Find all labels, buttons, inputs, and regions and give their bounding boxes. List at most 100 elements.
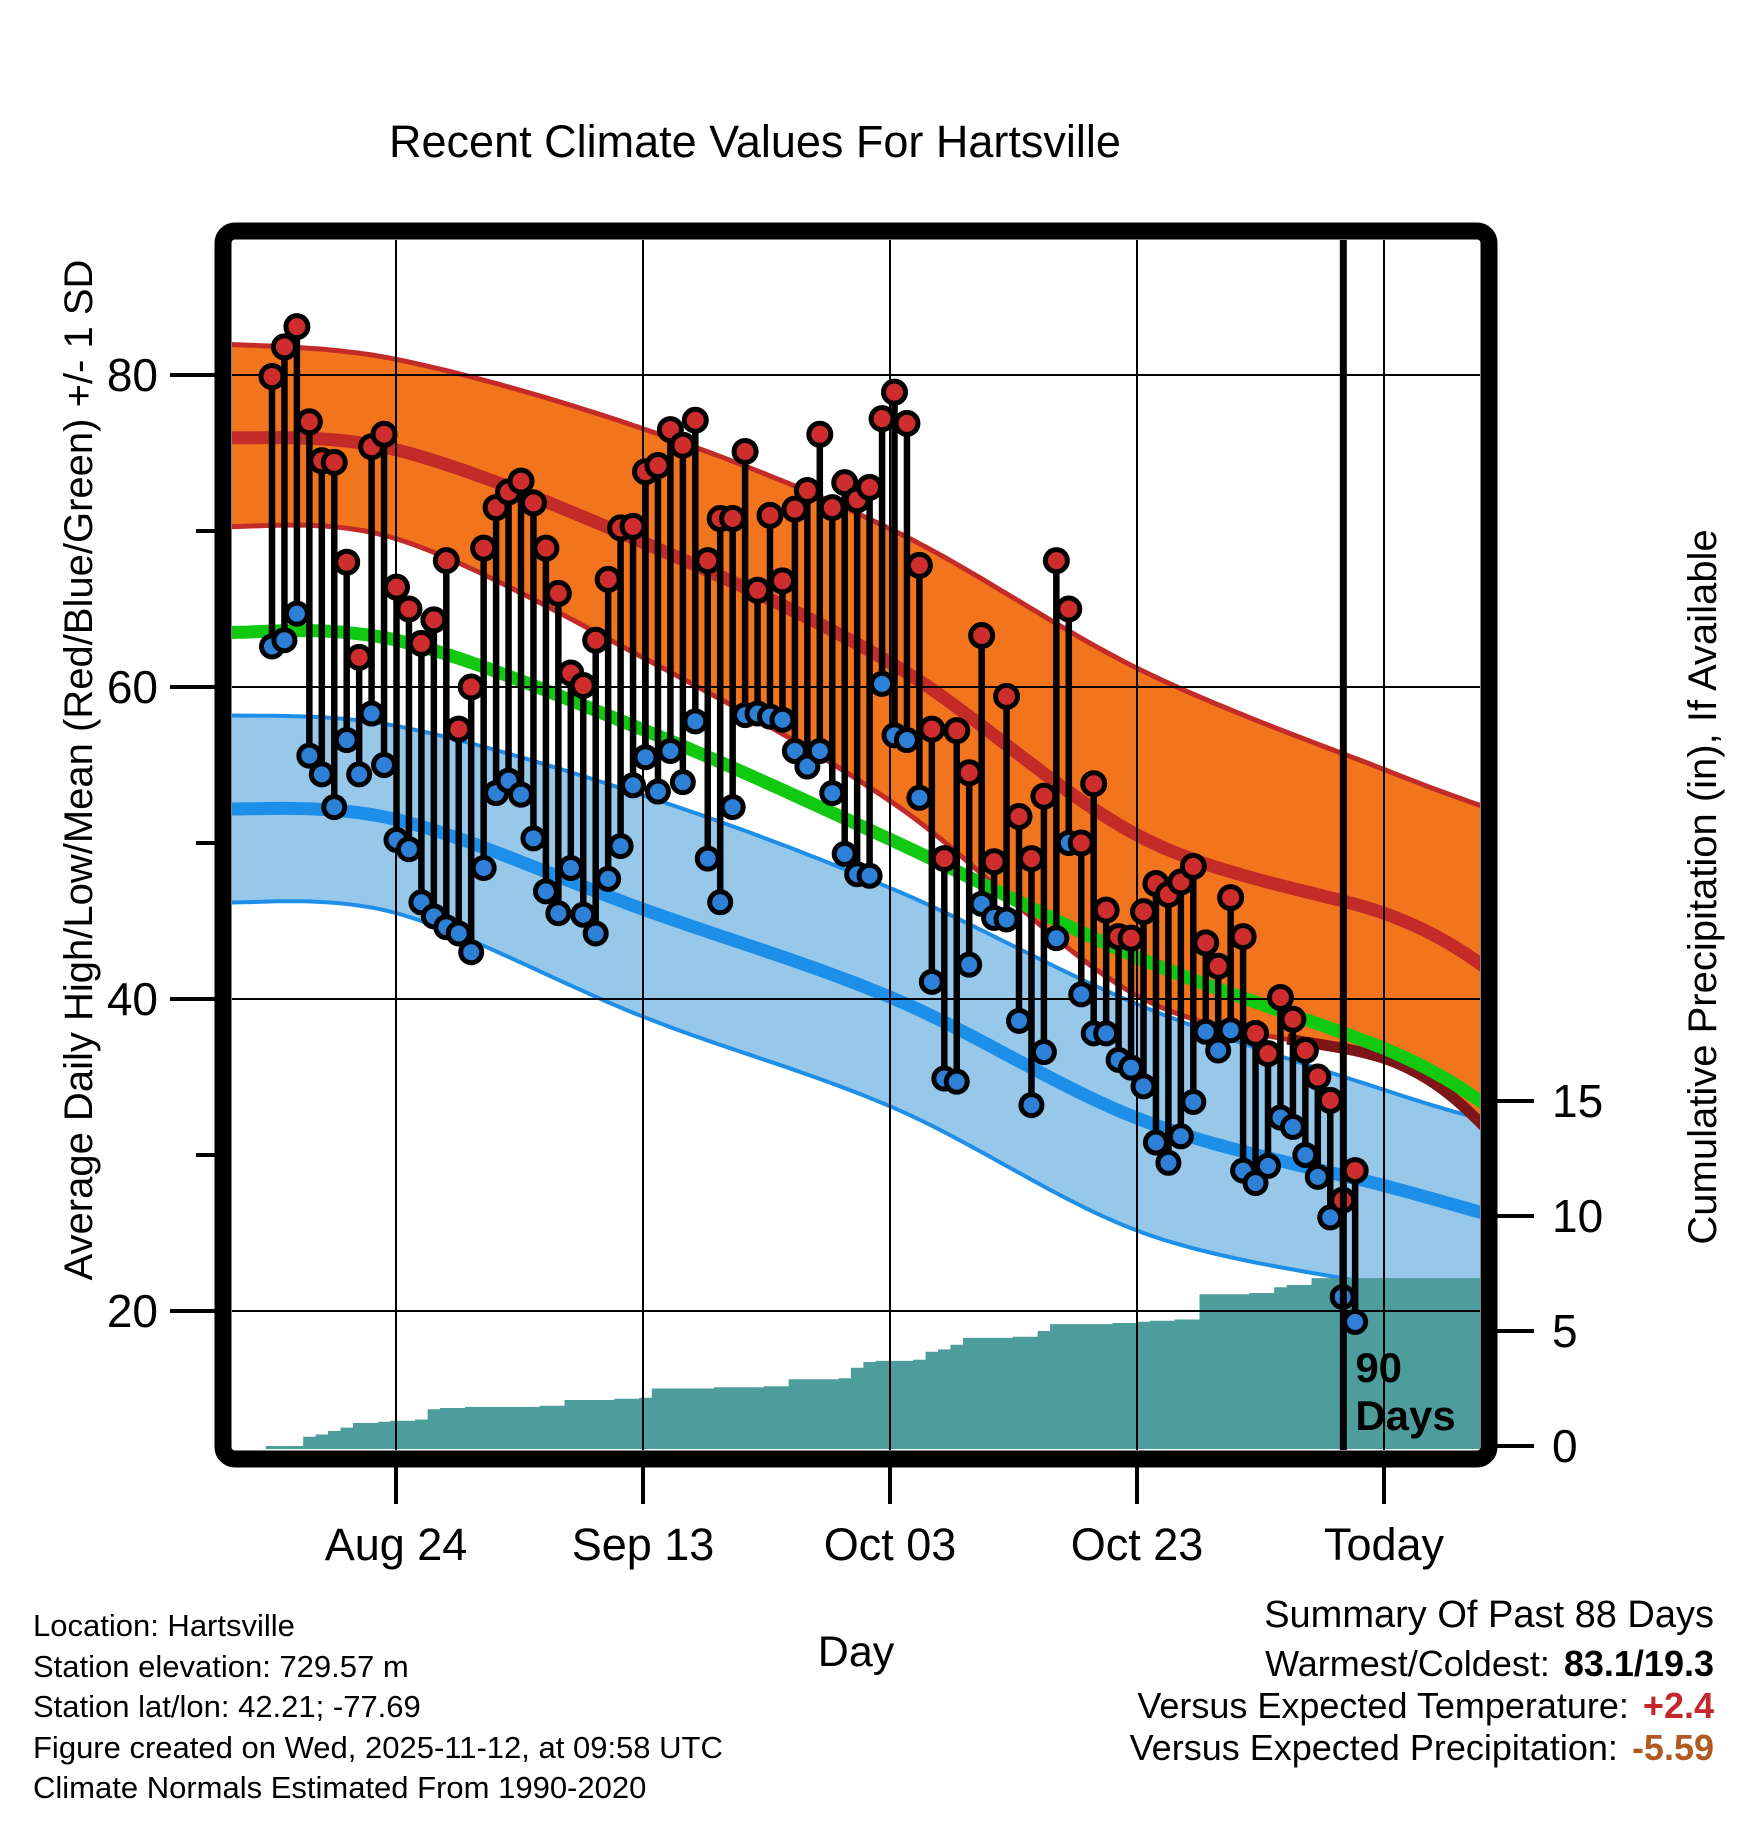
high-dot (856, 473, 884, 501)
low-dot (333, 727, 360, 754)
climate-normals-note: Climate Normals Estimated From 1990-2020 (33, 1770, 647, 1805)
cumulative-precip-area (265, 1278, 1480, 1449)
high-dot (1316, 1086, 1344, 1114)
low-dot (769, 706, 796, 733)
y-right-tick-label: 15 (1552, 1075, 1603, 1127)
summary-row-vs-precipitation: Versus Expected Precipitation: -5.59 (1130, 1727, 1714, 1769)
high-dot (731, 437, 759, 465)
low-dot (632, 744, 659, 771)
summary-label: Warmest/Coldest: (1265, 1643, 1550, 1684)
axis-ticks (170, 373, 1534, 1504)
low-dot (470, 854, 497, 881)
high-dot (1304, 1063, 1332, 1091)
high-dot (407, 629, 435, 657)
high-dot (1092, 896, 1120, 924)
low-dot (993, 906, 1020, 933)
low-dot (458, 939, 485, 966)
figure-created: Figure created on Wed, 2025-11-12, at 09… (33, 1729, 723, 1765)
high-dot (1055, 595, 1083, 623)
low-dot (508, 781, 534, 808)
x-axis-label: Day (817, 1628, 895, 1676)
low-dot (283, 600, 310, 627)
high-dot (1130, 898, 1157, 926)
low-dot (1006, 1007, 1032, 1034)
high-dot (818, 494, 846, 522)
high-band-lower-edge-dark (1286, 1033, 1480, 1131)
high-dot (432, 547, 460, 575)
ninety-days-label: Days (1355, 1392, 1455, 1439)
high-dot (955, 759, 983, 787)
high-dot (793, 476, 821, 504)
low-dot (1030, 1039, 1057, 1066)
low-dot (358, 700, 385, 727)
y-left-tick-label: 80 (107, 349, 158, 401)
low-dot (582, 920, 609, 947)
y-axis-label-left: Average Daily High/Low/Mean (Red/Blue/Gr… (57, 259, 101, 1281)
high-dot (1291, 1036, 1319, 1064)
high-dot (719, 505, 747, 533)
y-right-tick-label: 10 (1552, 1190, 1603, 1242)
high-dot (1266, 983, 1294, 1011)
high-dot (881, 378, 908, 406)
summary-value: -5.59 (1631, 1727, 1714, 1768)
high-dot (781, 495, 809, 523)
low-dot (346, 761, 373, 788)
low-dot (1130, 1073, 1157, 1100)
low-dot (806, 737, 833, 764)
high-dot (519, 489, 547, 517)
y-left-tick-label: 20 (107, 1285, 158, 1337)
high-dot (532, 534, 560, 562)
high-dot (905, 551, 933, 579)
high-dot (1192, 929, 1220, 957)
high-dot (644, 451, 672, 479)
station-location: Location: Hartsville (33, 1608, 295, 1643)
high-dot (370, 420, 398, 448)
low-dot (595, 865, 622, 892)
low-dot (271, 627, 298, 654)
high-dot (1204, 952, 1232, 980)
high-dot (333, 548, 361, 576)
high-dot (768, 567, 796, 595)
high-dot (619, 512, 647, 540)
low-dot (869, 670, 896, 697)
chart-title: Recent Climate Values For Hartsville (389, 116, 1121, 167)
summary-panel: Summary Of Past 88 Days Warmest/Coldest:… (1130, 1594, 1714, 1769)
daily-dots (258, 313, 1369, 1335)
high-dot (345, 643, 373, 671)
low-dot (532, 878, 559, 905)
high-dot (1030, 782, 1058, 810)
low-dot (682, 708, 709, 735)
station-elevation: Station elevation: 729.57 m (33, 1648, 409, 1684)
low-dot (1018, 1092, 1045, 1119)
low-dot (1043, 925, 1070, 952)
x-tick-label: Sep 13 (572, 1519, 715, 1570)
low-dot (694, 845, 721, 872)
high-dot (806, 420, 834, 448)
low-dot (1279, 1113, 1306, 1140)
x-tick-label: Today (1324, 1519, 1445, 1570)
low-dot (570, 901, 597, 928)
high-dot (968, 622, 996, 650)
summary-row-warmest-coldest: Warmest/Coldest: 83.1/19.3 (1130, 1643, 1714, 1685)
high-dot (582, 626, 610, 654)
high-dot (383, 573, 410, 601)
low-dot (1068, 981, 1095, 1008)
low-dot (719, 794, 746, 821)
low-dot (819, 780, 846, 807)
high-dot (569, 671, 597, 699)
low-dot (1093, 1020, 1120, 1047)
high-dot (744, 576, 772, 604)
low-dot (520, 825, 547, 852)
high-dot (1254, 1040, 1282, 1068)
summary-label: Versus Expected Temperature: (1137, 1685, 1629, 1726)
high-dot (544, 579, 572, 607)
low-dot (956, 951, 983, 978)
summary-label: Versus Expected Precipitation: (1129, 1727, 1618, 1768)
low-dot (1205, 1037, 1232, 1064)
high-dot (270, 333, 298, 361)
high-dot (1080, 770, 1108, 798)
low-dot (545, 900, 572, 927)
